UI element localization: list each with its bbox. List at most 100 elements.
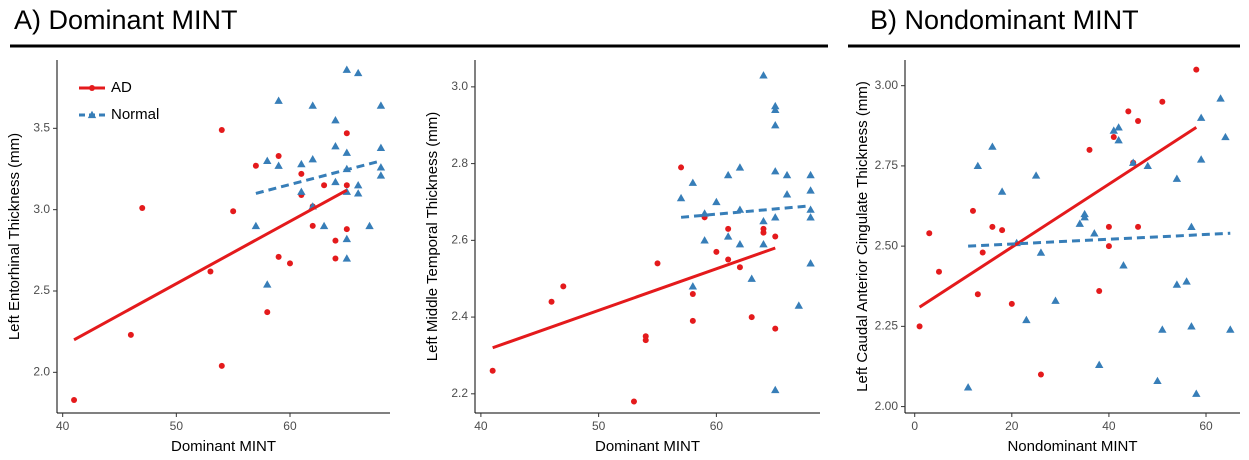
- point: [1031, 171, 1041, 179]
- point: [297, 159, 306, 168]
- y-tick-label: 2.00: [875, 399, 899, 413]
- section-title: B) Nondominant MINT: [870, 5, 1139, 35]
- point: [806, 259, 815, 267]
- y-tick-label: 2.50: [875, 238, 899, 252]
- point: [376, 171, 386, 179]
- y-tick-label: 2.4: [451, 309, 468, 323]
- point: [969, 207, 976, 214]
- point: [342, 254, 352, 262]
- point: [263, 280, 272, 288]
- point: [1095, 360, 1104, 369]
- x-tick-label: 60: [283, 419, 297, 433]
- point: [89, 85, 95, 91]
- point: [771, 105, 780, 114]
- legend-label: Normal: [111, 106, 159, 123]
- point: [87, 110, 97, 119]
- fit-line: [968, 231, 1231, 248]
- x-tick-label: 40: [56, 419, 70, 433]
- point: [342, 148, 352, 156]
- point: [365, 221, 374, 230]
- point: [926, 230, 933, 237]
- point: [1196, 155, 1206, 163]
- point: [748, 314, 755, 321]
- point: [548, 298, 555, 305]
- point: [689, 291, 696, 298]
- point: [308, 155, 317, 163]
- point: [1105, 243, 1112, 250]
- point: [1187, 222, 1196, 231]
- point: [218, 362, 225, 369]
- point: [263, 156, 272, 165]
- fit-line: [492, 246, 776, 350]
- x-axis-label: Nondominant MINT: [1007, 438, 1137, 455]
- point: [275, 253, 282, 260]
- point: [1105, 223, 1112, 230]
- point: [1090, 229, 1099, 237]
- point: [916, 323, 923, 330]
- point: [806, 213, 815, 221]
- point: [1036, 248, 1046, 256]
- point: [759, 239, 768, 248]
- point: [700, 209, 709, 217]
- point: [1158, 325, 1167, 333]
- x-axis-label: Dominant MINT: [595, 438, 700, 455]
- point: [1110, 134, 1117, 141]
- x-tick-label: 60: [710, 419, 724, 433]
- point: [489, 367, 496, 374]
- point: [1096, 288, 1103, 295]
- point: [139, 205, 146, 212]
- point: [376, 163, 386, 171]
- point: [1192, 389, 1201, 397]
- point: [999, 227, 1006, 234]
- point: [1159, 98, 1166, 105]
- point: [1135, 223, 1142, 230]
- point: [342, 234, 352, 243]
- point: [782, 170, 792, 179]
- x-tick-label: 50: [170, 419, 184, 433]
- y-tick-label: 3.5: [33, 120, 50, 134]
- point: [747, 274, 756, 282]
- point: [676, 193, 686, 202]
- point: [979, 249, 986, 256]
- fit-line: [255, 159, 382, 195]
- point: [1125, 108, 1132, 115]
- point: [331, 142, 340, 150]
- y-tick-label: 2.2: [451, 386, 468, 400]
- point: [1187, 322, 1196, 330]
- point: [264, 309, 271, 316]
- point: [343, 182, 350, 189]
- point: [771, 167, 780, 175]
- fit-line: [73, 188, 348, 342]
- point: [688, 282, 698, 290]
- point: [1172, 174, 1182, 182]
- point: [772, 325, 779, 332]
- point: [308, 101, 317, 109]
- point: [713, 248, 720, 255]
- point: [252, 162, 259, 169]
- legend-label: AD: [111, 79, 132, 96]
- y-axis-label: Left Caudal Anterior Cingulate Thickness…: [854, 81, 871, 392]
- y-tick-label: 2.75: [875, 158, 899, 172]
- point: [1109, 126, 1118, 134]
- point: [1051, 296, 1060, 304]
- point: [806, 170, 815, 179]
- point: [1119, 261, 1128, 269]
- point: [353, 68, 363, 77]
- point: [689, 317, 696, 324]
- point: [725, 225, 732, 232]
- x-tick-label: 20: [1005, 419, 1019, 433]
- section-title: A) Dominant MINT: [14, 5, 238, 35]
- point: [1196, 113, 1206, 121]
- point: [298, 170, 305, 177]
- point: [309, 222, 316, 229]
- point: [376, 101, 386, 109]
- point: [207, 268, 214, 275]
- point: [988, 142, 997, 150]
- point: [712, 197, 721, 206]
- point: [782, 190, 792, 198]
- point: [1008, 300, 1015, 307]
- point: [353, 189, 363, 197]
- point: [700, 236, 709, 244]
- y-tick-label: 2.8: [451, 156, 468, 170]
